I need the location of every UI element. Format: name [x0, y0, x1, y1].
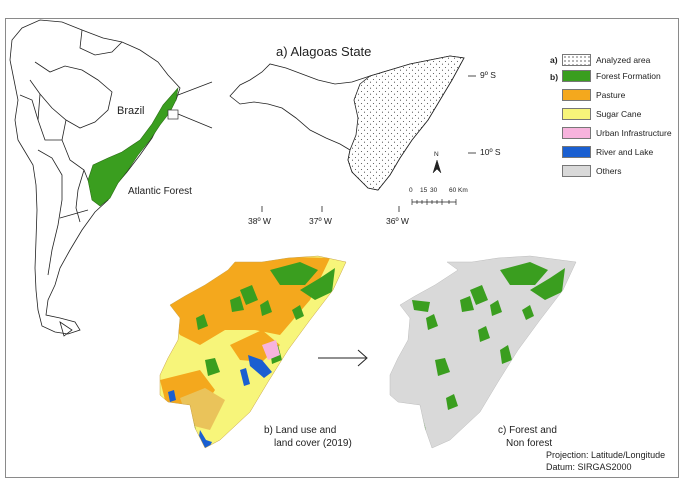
scale-bar [411, 199, 457, 205]
legend-label: Pasture [596, 90, 626, 100]
figure-frame [5, 18, 679, 478]
region-label: Atlantic Forest [128, 186, 192, 197]
legend-item: River and Lake [562, 145, 653, 159]
legend-a-tag: a) [550, 55, 558, 65]
b-caption-line2: land cover (2019) [274, 438, 352, 449]
legend-label: Others [596, 166, 622, 176]
legend-label: Urban Infrastructure [596, 128, 672, 138]
legend-label: Forest Formation [596, 71, 661, 81]
country-label: Brazil [117, 105, 145, 117]
c-caption-line1: c) Forest and [498, 425, 557, 436]
north-label: N [434, 151, 439, 158]
lat-label-1: 9º S [480, 70, 496, 80]
legend-item: Sugar Cane [562, 107, 641, 121]
legend-analyzed: Analyzed area [562, 53, 650, 67]
legend-label: Sugar Cane [596, 109, 642, 119]
alagoas-highlight-box [167, 109, 179, 120]
legend-item: Forest Formation [562, 69, 661, 83]
scale-label-60: 60 Km [449, 187, 468, 194]
c-caption-line2: Non forest [506, 438, 553, 449]
lon-label-3: 36º W [386, 216, 409, 226]
legend-swatch [562, 108, 591, 120]
inset-title: a) Alagoas State [276, 44, 372, 59]
legend-swatch [562, 127, 591, 139]
legend-b-tag: b) [550, 72, 559, 82]
scale-label-0: 0 [409, 187, 413, 194]
legend-label: River and Lake [596, 147, 654, 157]
projection-text: Projection: Latitude/Longitude [546, 450, 666, 460]
lon-label-1: 38º W [248, 216, 271, 226]
graticule-ticks [261, 75, 476, 212]
legend-item: Others [562, 164, 622, 178]
legend-item: Urban Infrastructure [562, 126, 672, 140]
legend-swatch [562, 70, 591, 82]
legend-swatch [562, 165, 591, 177]
scale-label-15: 15 [420, 187, 428, 194]
north-arrow-icon [432, 159, 442, 174]
scale-label-30: 30 [430, 187, 438, 194]
atlantic-forest-region [87, 87, 179, 207]
analyzed-label: Analyzed area [596, 55, 651, 65]
analyzed-swatch [562, 54, 591, 66]
alagoas-inset-map [229, 55, 465, 191]
datum-text: Datum: SIRGAS2000 [546, 462, 632, 472]
arrow-icon [318, 349, 368, 367]
lat-label-2: 10º S [480, 147, 501, 157]
b-caption-line1: b) Land use and [264, 425, 337, 436]
south-america-map [9, 19, 181, 337]
lon-label-2: 37º W [309, 216, 332, 226]
legend-item: Pasture [562, 88, 625, 102]
legend-swatch [562, 89, 591, 101]
legend-swatch [562, 146, 591, 158]
